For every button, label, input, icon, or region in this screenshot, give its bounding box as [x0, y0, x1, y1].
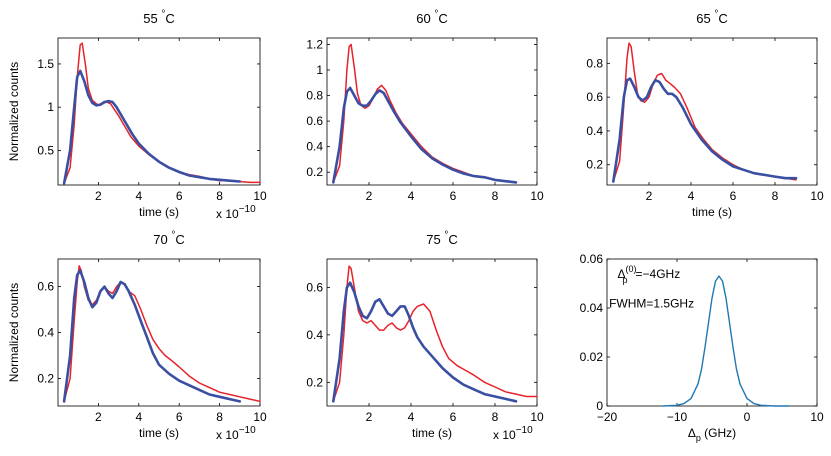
y-tick-label: 0.2	[306, 165, 323, 179]
x-tick-label: 4	[688, 189, 695, 203]
x-tick-label: 10	[253, 410, 267, 424]
series-fit	[331, 281, 518, 403]
panel-title: 60 °C	[416, 9, 447, 26]
panel-2: 2 4 6 8 10 0.2 0.4 0.6 0.8 1 1.2 60 °C	[306, 9, 544, 203]
axes-box	[606, 258, 818, 407]
x-tick-label: 6	[176, 189, 183, 203]
series-measured	[332, 43, 517, 184]
x-tick-label: −20	[597, 410, 618, 424]
y-tick-label: 0.04	[580, 301, 604, 315]
y-tick-label: 1	[316, 63, 323, 77]
y-tick-label: 0.4	[37, 326, 54, 340]
y-tick-label: 1	[47, 100, 54, 114]
x-tick-label: 8	[216, 189, 223, 203]
y-tick-label: 0.8	[586, 56, 603, 70]
x-tick-label: 2	[366, 410, 373, 424]
y-tick-label: 0.2	[306, 375, 323, 389]
x-axis-label: Δp (GHz)	[688, 426, 736, 443]
series-fit	[611, 77, 798, 183]
x-tick-label: 8	[492, 189, 499, 203]
annotation: FWHM=1.5GHz	[609, 297, 694, 311]
series-measured	[332, 265, 538, 403]
series-measured	[63, 265, 261, 403]
y-tick-label: 0.6	[306, 280, 323, 294]
x-exponent-label: x 10−10	[216, 425, 256, 442]
y-tick-label: 0.2	[37, 371, 54, 385]
series-fit	[62, 269, 242, 403]
x-tick-label: 6	[176, 410, 183, 424]
x-tick-label: 4	[135, 189, 142, 203]
y-axis-label: Normalized counts	[7, 62, 21, 161]
y-tick-label: 0.6	[37, 280, 54, 294]
x-tick-label: 10	[253, 189, 267, 203]
y-tick-label: 0.6	[306, 114, 323, 128]
x-exponent-label: x 10−10	[216, 204, 256, 221]
x-tick-label: 2	[366, 189, 373, 203]
x-axis-label: time (s)	[139, 426, 179, 440]
panel-3: 2 4 6 8 10 0.2 0.4 0.6 0.8 65 °C time (s)	[586, 9, 824, 219]
panel-title: 55 °C	[143, 9, 174, 26]
x-tick-label: −10	[667, 410, 688, 424]
y-tick-label: 1.2	[306, 37, 323, 51]
series-fit	[62, 69, 242, 185]
axes-box	[57, 37, 261, 186]
y-tick-label: 1.5	[37, 57, 54, 71]
y-tick-label: 0	[596, 399, 603, 413]
x-axis-label: time (s)	[412, 426, 452, 440]
x-tick-label: 6	[450, 189, 457, 203]
x-tick-label: 8	[772, 189, 779, 203]
x-tick-label: 8	[216, 410, 223, 424]
panel-title: 70 °C	[153, 230, 184, 247]
y-tick-label: 0.8	[306, 89, 323, 103]
y-tick-label: 0.4	[306, 328, 323, 342]
x-tick-label: 6	[450, 410, 457, 424]
y-tick-label: 0.5	[37, 143, 54, 157]
series-fit	[331, 86, 518, 184]
axes-box	[57, 258, 261, 407]
x-axis-label: time (s)	[692, 205, 732, 219]
y-tick-label: 0.02	[580, 350, 604, 364]
x-tick-label: 10	[530, 189, 544, 203]
y-tick-label: 0.4	[586, 124, 603, 138]
x-tick-label: 10	[810, 189, 824, 203]
x-exponent-label: x 10−10	[493, 425, 533, 442]
y-tick-label: 0.6	[586, 90, 603, 104]
x-tick-label: 10	[530, 410, 544, 424]
axes-box	[606, 37, 818, 186]
x-tick-label: 4	[408, 410, 415, 424]
x-tick-label: 4	[408, 189, 415, 203]
panel-6: −20 −10 0 10 0 0.02 0.04 0.06 Δp (GHz) Δ(0) p =−4GH…	[580, 252, 824, 443]
y-tick-label: 0.2	[586, 158, 603, 172]
x-tick-label: 4	[135, 410, 142, 424]
y-axis-label: Normalized counts	[7, 283, 21, 382]
panel-4: 2 4 6 8 10 0.2 0.4 0.6 70 °C time (s) Normalized c…	[7, 230, 267, 442]
axes-box	[326, 37, 538, 186]
panel-5: 2 4 6 8 10 0.2 0.4 0.6 75 °C time (s) x 10−10	[306, 230, 544, 442]
panel-title: 75 °C	[426, 230, 457, 247]
panel-1: 2 4 6 8 10 0.5 1 1.5 55 °C time (s) Normalized cou…	[7, 9, 267, 221]
x-tick-label: 10	[810, 410, 824, 424]
series-measured	[612, 42, 797, 183]
x-tick-label: 6	[730, 189, 737, 203]
annotation: Δ(0) p =−4GHz	[618, 264, 681, 285]
series-distribution	[662, 275, 790, 407]
x-tick-label: 2	[646, 189, 653, 203]
x-axis-label: time (s)	[139, 205, 179, 219]
x-tick-label: 2	[95, 189, 102, 203]
x-tick-label: 0	[744, 410, 751, 424]
x-tick-label: 2	[95, 410, 102, 424]
x-tick-label: 8	[492, 410, 499, 424]
y-tick-label: 0.06	[580, 252, 604, 266]
panel-title: 65 °C	[696, 9, 727, 26]
axes-box	[326, 258, 538, 407]
y-tick-label: 0.4	[306, 140, 323, 154]
